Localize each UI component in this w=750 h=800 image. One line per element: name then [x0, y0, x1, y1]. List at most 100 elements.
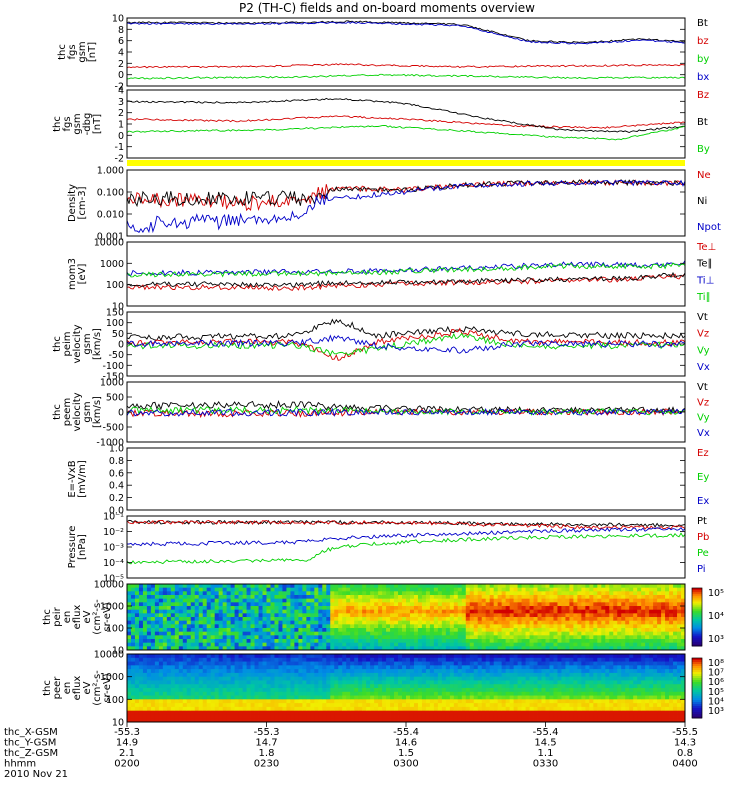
heatmap-cell — [158, 602, 164, 607]
heatmap-cell — [641, 591, 646, 596]
heatmap-cell — [346, 688, 351, 693]
heatmap-cell — [250, 587, 255, 592]
heatmap-cell — [174, 606, 180, 611]
colorbar-segment — [692, 595, 702, 599]
heatmap-cell — [529, 628, 534, 633]
heatmap-cell — [250, 646, 255, 651]
heatmap-cell — [421, 628, 427, 633]
heatmap-cell — [314, 598, 319, 603]
heatmap-cell — [182, 695, 188, 700]
tick-label: 6 — [118, 36, 124, 47]
heatmap-cell — [246, 661, 251, 666]
heatmap-cell — [338, 620, 343, 625]
heatmap-cell — [429, 691, 435, 696]
heatmap-cell — [461, 684, 467, 689]
heatmap-cell — [449, 609, 455, 614]
heatmap-cell — [557, 620, 562, 625]
heatmap-cell — [425, 657, 431, 662]
heatmap-cell — [314, 684, 319, 689]
heatmap-cell — [274, 587, 279, 592]
heatmap-cell — [198, 688, 204, 693]
heatmap-cell — [517, 706, 522, 712]
heatmap-cell — [597, 657, 602, 662]
heatmap-cell — [178, 642, 184, 647]
heatmap-cell — [417, 706, 423, 712]
heatmap-cell — [481, 613, 487, 618]
heatmap-cell — [266, 703, 271, 708]
heatmap-cell — [346, 587, 351, 592]
heatmap-cell — [370, 587, 375, 592]
heatmap-cell — [322, 609, 327, 614]
heatmap-cell — [649, 639, 654, 644]
heatmap-cell — [214, 617, 220, 622]
tick-label: 100 — [106, 280, 124, 291]
heatmap-cell — [541, 710, 546, 715]
heatmap-cell — [629, 595, 634, 600]
heatmap-cell — [346, 642, 351, 647]
heatmap-cell — [453, 602, 459, 607]
heatmap-cell — [569, 646, 574, 651]
heatmap-cell — [561, 595, 566, 600]
heatmap-cell — [513, 591, 518, 596]
heatmap-cell — [186, 661, 192, 666]
heatmap-cell — [190, 602, 196, 607]
heatmap-cell — [378, 706, 383, 712]
heatmap-cell — [485, 620, 491, 625]
heatmap-cell — [186, 684, 192, 689]
heatmap-cell — [501, 714, 507, 719]
heatmap-cell — [194, 654, 200, 659]
heatmap-cell — [581, 691, 586, 696]
heatmap-cell — [533, 654, 538, 659]
heatmap-cell — [162, 584, 168, 589]
heatmap-cell — [549, 613, 554, 618]
heatmap-cell — [290, 688, 295, 693]
heatmap-cell — [597, 695, 602, 700]
heatmap-cell — [202, 602, 208, 607]
heatmap-cell — [202, 699, 208, 704]
heatmap-cell — [394, 680, 399, 685]
heatmap-cell — [681, 613, 686, 618]
heatmap-cell — [190, 703, 196, 708]
heatmap-cell — [481, 676, 487, 681]
heatmap-cell — [258, 665, 263, 670]
heatmap-cell — [505, 703, 511, 708]
heatmap-cell — [266, 680, 271, 685]
heatmap-cell — [573, 654, 578, 659]
heatmap-cell — [633, 642, 638, 647]
heatmap-cell — [497, 606, 503, 611]
heatmap-cell — [617, 609, 622, 614]
heatmap-cell — [557, 706, 562, 712]
heatmap-cell — [657, 584, 662, 589]
heatmap-cell — [178, 631, 184, 636]
heatmap-cell — [166, 706, 172, 712]
heatmap-cell — [158, 598, 164, 603]
heatmap-cell — [162, 595, 168, 600]
heatmap-cell — [569, 635, 574, 640]
heatmap-cell — [194, 639, 200, 644]
heatmap-cell — [406, 646, 411, 651]
heatmap-cell — [142, 624, 148, 629]
heatmap-cell — [242, 646, 247, 651]
heatmap-cell — [234, 714, 239, 719]
heatmap-cell — [286, 635, 291, 640]
heatmap-cell — [250, 691, 255, 696]
heatmap-cell — [354, 703, 359, 708]
heatmap-cell — [278, 661, 283, 666]
heatmap-cell — [346, 654, 351, 659]
heatmap-cell — [513, 680, 518, 685]
heatmap-cell — [350, 661, 355, 666]
heatmap-cell — [206, 657, 212, 662]
heatmap-cell — [421, 699, 427, 704]
heatmap-cell — [669, 624, 674, 629]
heatmap-cell — [413, 628, 419, 633]
heatmap-cell — [425, 688, 431, 693]
heatmap-cell — [358, 624, 363, 629]
heatmap-cell — [258, 631, 263, 636]
heatmap-cell — [310, 691, 315, 696]
heatmap-cell — [294, 628, 299, 633]
heatmap-cell — [254, 710, 259, 715]
heatmap-cell — [386, 657, 391, 662]
heatmap-cell — [334, 699, 339, 704]
heatmap-cell — [346, 695, 351, 700]
heatmap-cell — [533, 661, 538, 666]
